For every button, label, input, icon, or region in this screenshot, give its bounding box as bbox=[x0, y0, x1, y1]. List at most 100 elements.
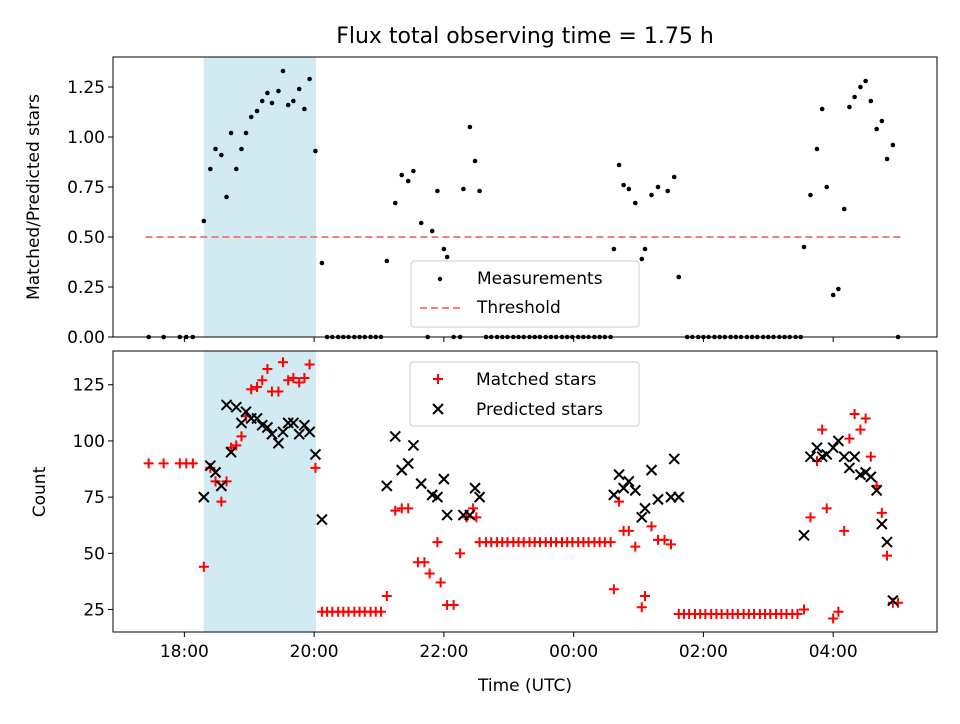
matched-star-point bbox=[432, 537, 443, 548]
measurement-point bbox=[269, 100, 275, 106]
matched-star-point bbox=[882, 550, 893, 561]
predicted-star-point bbox=[272, 437, 285, 449]
measurement-point bbox=[405, 178, 411, 184]
matched-star-point bbox=[288, 372, 299, 383]
measurement-point bbox=[847, 104, 852, 110]
measurement-point bbox=[671, 174, 677, 180]
matched-star-point bbox=[390, 505, 401, 516]
predicted-star-point bbox=[209, 466, 222, 479]
matched-star-point bbox=[257, 375, 268, 386]
measurement-point bbox=[276, 88, 281, 94]
predicted-star-point bbox=[225, 446, 237, 458]
predicted-star-point bbox=[381, 480, 393, 492]
measurement-point bbox=[201, 218, 207, 224]
matched-star-point bbox=[855, 424, 866, 435]
predicted-star-point bbox=[441, 509, 453, 521]
predicted-star-point bbox=[407, 439, 420, 452]
measurement-point bbox=[884, 156, 890, 162]
matched-star-point bbox=[448, 600, 459, 611]
predicted-star-point bbox=[438, 473, 450, 485]
predicted-star-point bbox=[198, 491, 210, 503]
predicted-star-point bbox=[473, 491, 486, 503]
measurement-point bbox=[285, 102, 291, 108]
matched-star-point bbox=[277, 357, 288, 368]
matched-star-point bbox=[659, 534, 670, 545]
predicted-star-point bbox=[261, 421, 274, 434]
measurement-point bbox=[243, 130, 249, 136]
top-panel-frame bbox=[112, 56, 938, 338]
measurement-point bbox=[307, 76, 312, 82]
matched-star-point bbox=[844, 433, 855, 444]
measurement-point bbox=[868, 98, 874, 104]
matched-star-point bbox=[833, 606, 844, 617]
bottom-panel-ylabel: Count bbox=[30, 466, 50, 517]
matched-star-point bbox=[198, 561, 209, 572]
matched-star-point bbox=[817, 424, 828, 435]
measurement-point bbox=[874, 126, 879, 132]
matched-star-point bbox=[636, 602, 647, 613]
measurement-point bbox=[467, 124, 473, 130]
measurement-point bbox=[472, 158, 478, 164]
matched-star-point bbox=[839, 525, 850, 536]
measurement-point bbox=[626, 186, 632, 192]
measurement-point bbox=[819, 106, 825, 112]
matched-star-point bbox=[304, 359, 315, 370]
top-legend-box bbox=[410, 260, 640, 328]
xtick-label: 00:00 bbox=[549, 642, 598, 662]
measurement-point bbox=[824, 184, 830, 190]
predicted-star-point bbox=[316, 513, 328, 526]
predicted-star-point bbox=[431, 491, 444, 503]
matched-star-point bbox=[210, 476, 221, 487]
measurement-point bbox=[254, 108, 260, 114]
measurement-point bbox=[224, 194, 229, 200]
predicted-star-point bbox=[415, 477, 427, 490]
matched-star-point bbox=[623, 525, 634, 536]
matched-star-point bbox=[262, 363, 273, 374]
matched-star-point bbox=[273, 386, 284, 397]
matched-star-point bbox=[792, 609, 803, 620]
legend-measurement-marker bbox=[437, 276, 443, 282]
top-panel-ylabel: Matched/Predicted stars bbox=[24, 94, 44, 300]
predicted-star-point bbox=[668, 453, 680, 465]
matched-star-point bbox=[381, 591, 392, 602]
xtick-label: 04:00 bbox=[809, 642, 858, 662]
legend-measurements-label: Measurements bbox=[477, 269, 603, 289]
matched-star-point bbox=[455, 548, 466, 559]
measurement-point bbox=[435, 188, 440, 194]
measurement-point bbox=[814, 146, 820, 152]
measurement-point bbox=[418, 220, 424, 226]
predicted-star-point bbox=[623, 475, 635, 488]
predicted-star-point bbox=[887, 594, 899, 607]
predicted-star-point bbox=[303, 426, 316, 438]
matched-star-point bbox=[860, 413, 871, 424]
predicted-star-point bbox=[865, 471, 877, 483]
predicted-star-point bbox=[608, 489, 620, 501]
predicted-star-point bbox=[298, 419, 311, 431]
measurement-point bbox=[392, 200, 398, 206]
matched-star-point bbox=[865, 451, 876, 462]
measurement-point bbox=[429, 228, 435, 234]
measurement-point bbox=[477, 188, 482, 194]
predicted-star-point bbox=[235, 417, 248, 429]
top-ytick-label: 1.00 bbox=[67, 128, 105, 148]
measurement-point bbox=[296, 86, 302, 92]
matched-star-point bbox=[310, 462, 321, 473]
predicted-star-point bbox=[220, 399, 233, 411]
legend-matched-label: Matched stars bbox=[476, 370, 596, 390]
bottom-panel-xlabel: Time (UTC) bbox=[477, 676, 572, 696]
matched-star-point bbox=[646, 521, 657, 532]
matched-star-point bbox=[252, 381, 263, 392]
measurement-point bbox=[863, 78, 868, 84]
predicted-star-point bbox=[293, 428, 305, 440]
predicted-star-point bbox=[215, 480, 228, 492]
matched-star-point bbox=[849, 408, 860, 419]
top-legend: Measurements Threshold bbox=[410, 260, 640, 328]
measurement-point bbox=[890, 142, 896, 148]
measurement-point bbox=[852, 94, 857, 100]
measurement-point bbox=[291, 98, 296, 104]
predicted-star-point bbox=[629, 484, 642, 497]
measurement-point bbox=[632, 200, 638, 206]
matched-star-point bbox=[231, 440, 242, 451]
predicted-star-point bbox=[838, 450, 850, 463]
